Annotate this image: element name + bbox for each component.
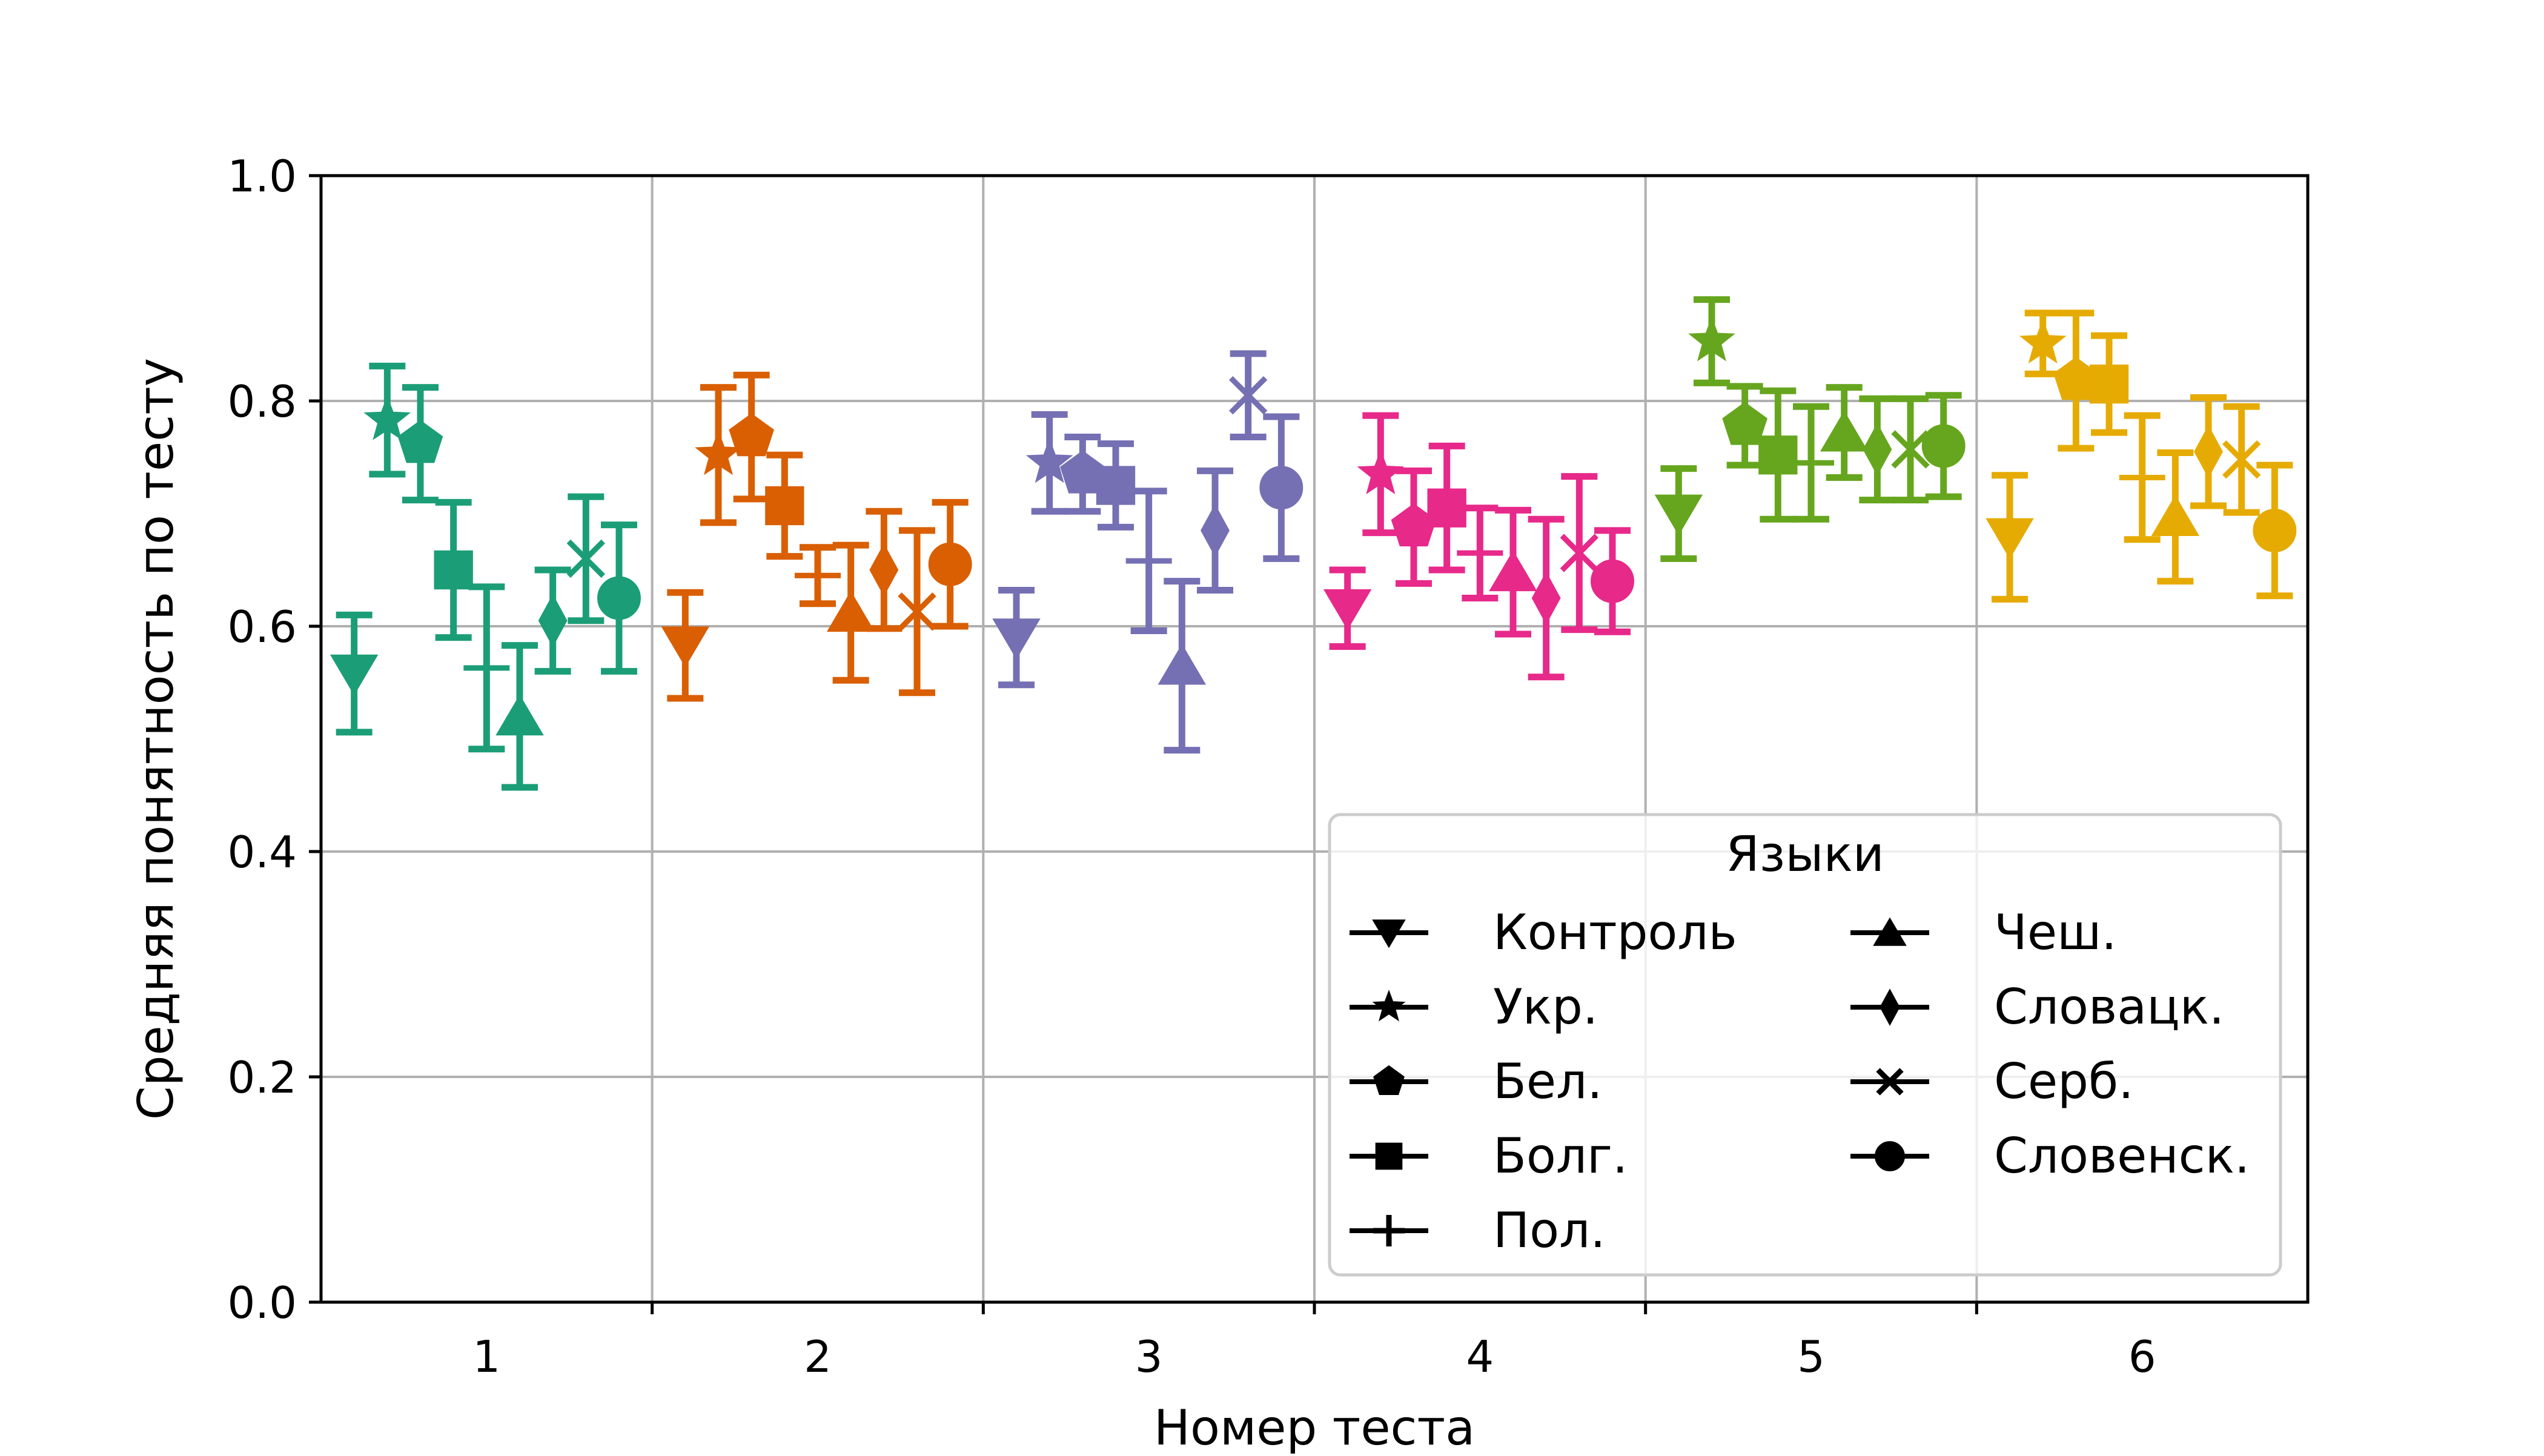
legend-entry-label: Словацк. [1994, 979, 2224, 1035]
y-axis-label: Средняя понятность по тесту [128, 358, 184, 1120]
legend: Языки Контроль Укр. Бел. Болг. Пол. Чеш. Слова… [1330, 815, 2281, 1275]
data-point [435, 551, 472, 589]
x-tick-label: 2 [804, 1331, 832, 1382]
legend-frame [1330, 815, 2281, 1275]
data-point [598, 577, 640, 620]
x-axis-label: Номер теста [1154, 1400, 1475, 1454]
data-point [1759, 436, 1797, 474]
data-point [1260, 466, 1302, 509]
x-tick-label: 5 [1797, 1331, 1825, 1382]
data-point [929, 543, 972, 586]
y-tick-label: 0.2 [227, 1052, 297, 1103]
y-tick-label: 0.6 [227, 601, 297, 652]
x-tick-label: 3 [1135, 1331, 1163, 1382]
y-tick-label: 1.0 [227, 151, 297, 202]
legend-entry-label: Серб. [1994, 1053, 2134, 1110]
data-point [1923, 425, 1965, 467]
legend-marker [1376, 1143, 1402, 1170]
legend-entry-label: Чеш. [1994, 904, 2117, 961]
data-point [1591, 560, 1634, 603]
legend-entry-label: Контроль [1493, 904, 1737, 961]
legend-marker [1875, 1142, 1904, 1171]
legend-entry-label: Укр. [1493, 979, 1598, 1035]
legend-title: Языки [1726, 826, 1884, 882]
legend-entry-label: Пол. [1493, 1202, 1606, 1259]
legend-entry-label: Бел. [1493, 1053, 1603, 1110]
data-point [2253, 509, 2296, 552]
legend-entry-label: Словенск. [1994, 1128, 2250, 1184]
data-point [1097, 466, 1135, 504]
x-tick-label: 4 [1466, 1331, 1494, 1382]
x-tick-label: 6 [2128, 1331, 2156, 1382]
data-point [2090, 365, 2128, 403]
data-point [766, 487, 803, 524]
legend-entry-label: Болг. [1493, 1128, 1628, 1184]
x-tick-label: 1 [472, 1331, 500, 1382]
y-tick-label: 0.4 [227, 827, 297, 878]
y-tick-label: 0.8 [227, 376, 297, 427]
data-point [1428, 489, 1466, 527]
y-tick-label: 0.0 [227, 1277, 297, 1328]
